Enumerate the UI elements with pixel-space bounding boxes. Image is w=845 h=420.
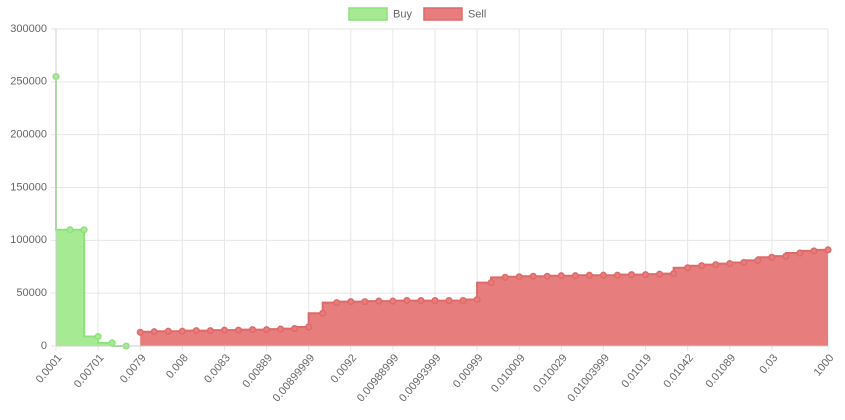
- point: [726, 260, 734, 268]
- point: [487, 279, 495, 287]
- point: [291, 325, 299, 333]
- x-tick-label: 0.01042: [661, 352, 696, 390]
- point: [94, 332, 102, 341]
- y-tick-label: 250000: [10, 76, 47, 88]
- point: [613, 271, 622, 279]
- point: [403, 297, 411, 305]
- point: [627, 271, 636, 279]
- point: [262, 326, 271, 334]
- x-tick-label: 0.0083: [202, 352, 233, 385]
- point: [375, 297, 383, 305]
- area: [56, 76, 127, 347]
- point: [192, 327, 200, 335]
- x-tick-label: 0.0001: [34, 352, 65, 385]
- point: [824, 246, 832, 254]
- point: [319, 309, 327, 317]
- x-tick-label: 1000: [812, 352, 837, 378]
- x-tick-label: 0.010029: [531, 352, 570, 395]
- point: [557, 272, 565, 280]
- x-tick-label: 0.00889: [240, 352, 275, 390]
- x-tick-label: 0.00993999: [397, 352, 444, 404]
- y-tick-label: 300000: [10, 23, 47, 35]
- point: [684, 264, 692, 272]
- point: [178, 327, 186, 335]
- point: [220, 326, 228, 334]
- x-tick-label: 0.0079: [118, 352, 149, 385]
- point: [80, 226, 88, 234]
- point: [164, 327, 172, 335]
- y-tick-label: 0: [41, 340, 47, 352]
- point: [796, 249, 804, 257]
- point: [459, 297, 467, 305]
- x-tick-label: 0.03: [757, 352, 780, 376]
- point: [543, 272, 551, 280]
- point: [361, 298, 369, 306]
- y-tick-label: 50000: [16, 287, 47, 299]
- point: [445, 297, 453, 305]
- point: [599, 271, 607, 279]
- point: [333, 299, 341, 307]
- x-tick-label: 0.01089: [704, 352, 739, 390]
- x-tick-label: 0.010009: [489, 352, 528, 395]
- point: [277, 325, 285, 333]
- legend-swatch: [348, 7, 388, 21]
- y-tick-label: 200000: [10, 129, 47, 141]
- point: [108, 339, 116, 347]
- y-tick-label: 100000: [10, 234, 47, 246]
- x-tick-label: 0.00999: [451, 352, 486, 390]
- x-tick-label: 0.00899999: [271, 352, 318, 404]
- point: [473, 295, 481, 304]
- point: [529, 272, 537, 280]
- point: [810, 247, 818, 255]
- y-tick-label: 150000: [10, 181, 47, 193]
- x-tick-label: 0.01003999: [565, 352, 612, 404]
- point: [431, 297, 439, 305]
- point: [712, 261, 720, 269]
- point: [501, 273, 509, 281]
- point: [150, 328, 158, 336]
- x-tick-label: 0.008: [164, 352, 191, 381]
- area: [140, 249, 828, 346]
- point: [768, 253, 776, 261]
- point: [782, 252, 790, 260]
- point: [248, 326, 257, 334]
- x-tick-label: 0.0092: [328, 352, 359, 385]
- x-tick-label: 0.01019: [619, 352, 654, 390]
- point: [670, 270, 678, 278]
- legend-label: Sell: [468, 8, 486, 20]
- point: [305, 323, 313, 331]
- legend-swatch: [423, 7, 463, 21]
- point: [234, 326, 243, 334]
- point: [136, 328, 144, 336]
- point: [389, 297, 397, 305]
- point: [641, 271, 650, 279]
- point: [740, 258, 748, 267]
- point: [656, 270, 664, 278]
- x-tick-label: 0.00701: [72, 352, 107, 390]
- point: [515, 273, 523, 281]
- point: [571, 272, 579, 280]
- point: [347, 298, 355, 306]
- point: [698, 262, 706, 270]
- point: [66, 226, 74, 234]
- legend-label: Buy: [393, 8, 412, 20]
- x-tick-label: 0.00988999: [355, 352, 402, 404]
- point: [417, 297, 425, 305]
- point: [585, 271, 593, 279]
- point: [754, 256, 762, 264]
- point: [206, 327, 214, 335]
